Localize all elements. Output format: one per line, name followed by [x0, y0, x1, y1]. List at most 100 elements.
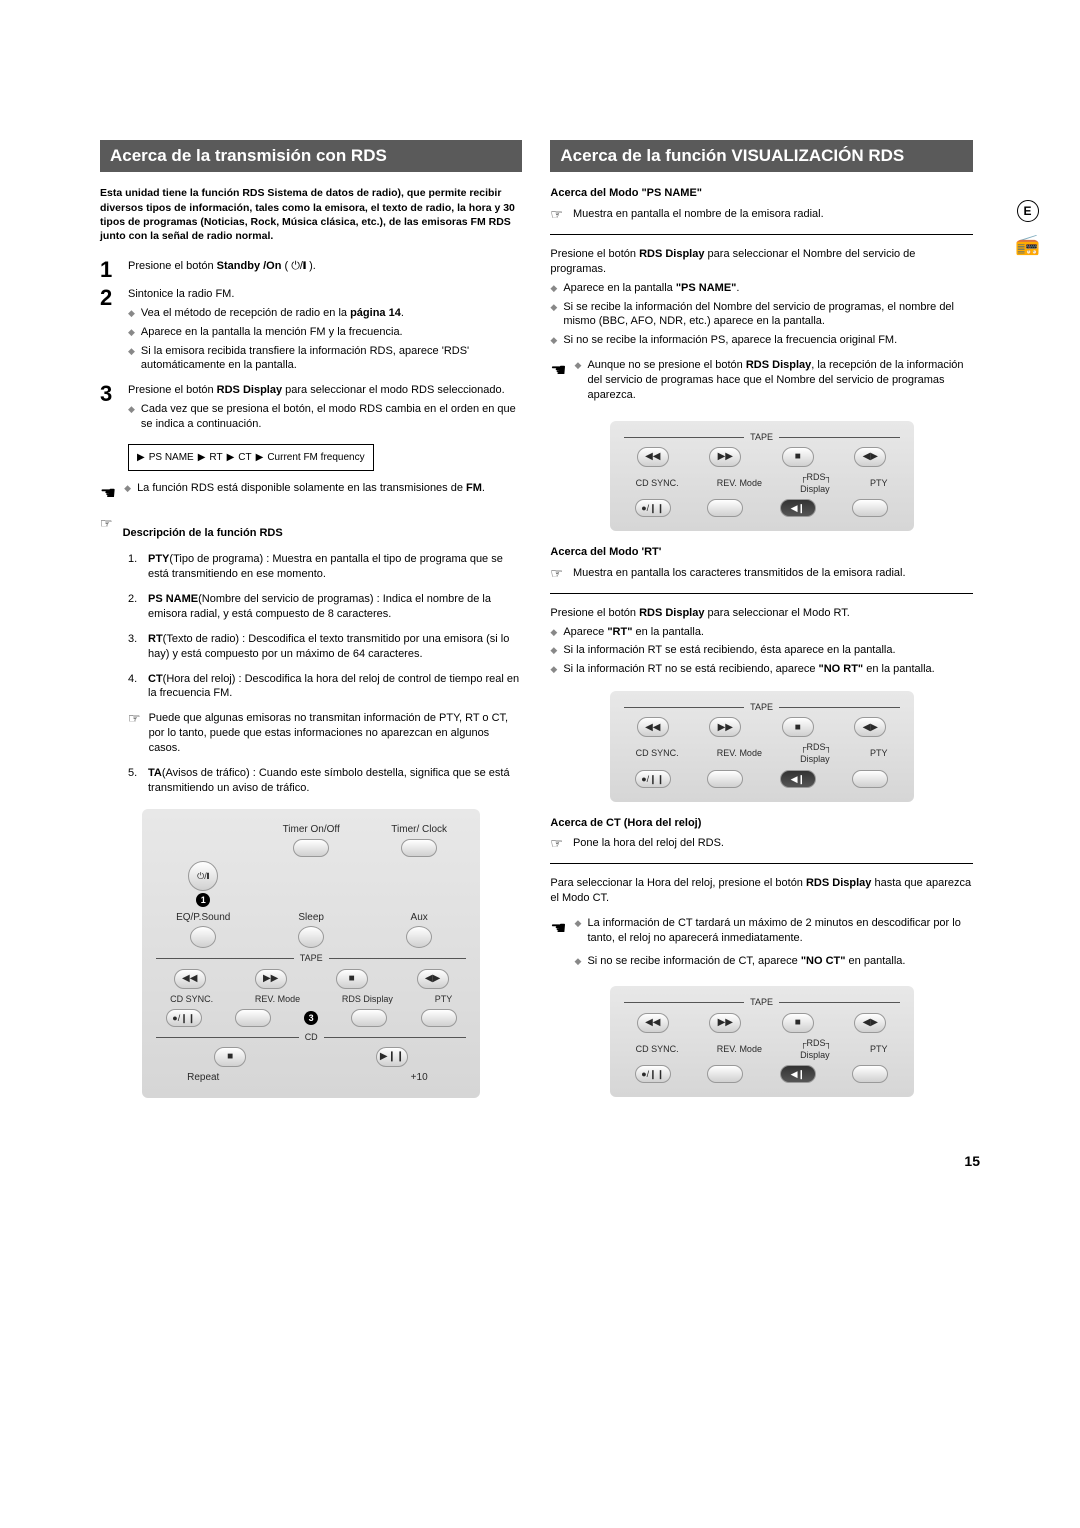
ct-press: Para seleccionar la Hora del reloj, pres…: [550, 876, 972, 906]
step-3: 3 Presione el botón RDS Display para sel…: [100, 383, 522, 436]
hand-icon: ☞: [128, 711, 141, 756]
label-tape: TAPE: [300, 952, 323, 964]
diamond-icon: ◆: [124, 481, 131, 501]
diamond-icon: ◆: [128, 344, 135, 374]
ps-header: Acerca del Modo "PS NAME": [550, 186, 972, 201]
radio-icon: 📻: [1015, 232, 1040, 259]
rt-b3: Si la información RT no se está recibien…: [563, 662, 934, 677]
panel-pty: PTY: [870, 477, 888, 489]
desc-4: CT(Hora del reloj) : Descodifica la hora…: [148, 672, 522, 702]
diamond-icon: ◆: [550, 662, 557, 677]
step-2-b2: Aparece en la pantalla la mención FM y l…: [141, 325, 403, 340]
ps-press: Presione el botón RDS Display para selec…: [550, 247, 972, 277]
label-eq: EQ/P.Sound: [176, 911, 230, 925]
label-plus10: +10: [411, 1071, 428, 1085]
hand-icon: ☞: [100, 516, 113, 547]
diamond-icon: ◆: [550, 643, 557, 658]
right-column: Acerca de la función VISUALIZACIÓN RDS A…: [550, 140, 972, 1112]
step-2: 2 Sintonice la radio FM. ◆Vea el método …: [100, 287, 522, 377]
step-3-text: Presione el botón RDS Display para selec…: [128, 384, 505, 396]
label-aux: Aux: [411, 911, 428, 925]
label-timer-clock: Timer/ Clock: [391, 823, 447, 837]
left-title: Acerca de la transmisión con RDS: [100, 140, 522, 172]
diamond-icon: ◆: [128, 325, 135, 340]
flow-psname: PS NAME: [149, 451, 194, 465]
diamond-icon: ◆: [550, 300, 557, 330]
left-intro: Esta unidad tiene la función RDS Sistema…: [100, 186, 522, 243]
right-title: Acerca de la función VISUALIZACIÓN RDS: [550, 140, 972, 172]
diamond-icon: ◆: [550, 625, 557, 640]
label-mode: Mode: [278, 994, 301, 1004]
label-cdsync: CD SYNC.: [170, 993, 213, 1005]
left-note: ☚ ◆ La función RDS está disponible solame…: [100, 481, 522, 505]
step-1: 1 Presione el botón Standby /On ( ⏻/❙ ).: [100, 259, 522, 281]
step-2-number: 2: [100, 287, 118, 377]
hand-icon: ☞: [550, 836, 563, 851]
desc-2: PS NAME(Nombre del servicio de programas…: [148, 592, 522, 622]
panel-mode: Mode: [739, 478, 762, 488]
diamond-icon: ◆: [575, 954, 582, 969]
rds-flow-box: ▶PS NAME ▶RT ▶CT ▶Current FM frequency: [128, 444, 374, 472]
pointer-icon: ☚: [550, 916, 566, 973]
page-number: 15: [100, 1152, 980, 1171]
diamond-icon: ◆: [550, 333, 557, 348]
rt-b1: Aparece "RT" en la pantalla.: [563, 625, 704, 640]
label-rev: REV.: [255, 994, 275, 1004]
step-2-b3: Si la emisora recibida transfiere la inf…: [141, 344, 522, 374]
ps-note: Aunque no se presione el botón RDS Displ…: [587, 358, 972, 403]
tape-panel-ps: TAPE ◀◀▶▶■◀▶ CD SYNC. REV. Mode ┌RDS┐Dis…: [610, 421, 914, 531]
desc-header: Descripción de la función RDS: [123, 526, 283, 541]
desc-5: TA(Avisos de tráfico) : Cuando este símb…: [148, 766, 522, 796]
step-2-text: Sintonice la radio FM.: [128, 288, 234, 300]
label-pty: PTY: [435, 993, 453, 1005]
remote-illustration: Timer On/Off Timer/ Clock ⏻/❙1 EQ/P.Soun…: [142, 809, 480, 1098]
pointer-icon: ☚: [100, 481, 116, 505]
label-repeat: Repeat: [187, 1071, 219, 1085]
diamond-icon: ◆: [550, 281, 557, 296]
hand-icon: ☞: [550, 566, 563, 581]
step-1-text: Presione el botón Standby /On ( ⏻/❙ ).: [128, 260, 316, 272]
panel-tape: TAPE: [750, 431, 773, 443]
label-sleep: Sleep: [298, 911, 324, 925]
flow-ct: CT: [238, 451, 251, 465]
step-3-b1: Cada vez que se presiona el botón, el mo…: [141, 402, 522, 432]
step-1-number: 1: [100, 259, 118, 281]
desc-1: PTY(Tipo de programa) : Muestra en panta…: [148, 552, 522, 582]
ct-desc: Pone la hora del reloj del RDS.: [573, 836, 724, 851]
step-3-number: 3: [100, 383, 118, 436]
rt-b2: Si la información RT se está recibiendo,…: [563, 643, 895, 658]
hand-icon: ☞: [550, 207, 563, 222]
ct-header: Acerca de CT (Hora del reloj): [550, 816, 972, 831]
rt-press: Presione el botón RDS Display para selec…: [550, 606, 972, 621]
diamond-icon: ◆: [575, 358, 582, 403]
label-display: Display: [363, 994, 393, 1004]
tape-panel-rt: TAPE ◀◀▶▶■◀▶ CD SYNC. REV. Mode ┌RDS┐Dis…: [610, 691, 914, 801]
tape-panel-ct: TAPE ◀◀▶▶■◀▶ CD SYNC. REV. Mode ┌RDS┐Dis…: [610, 986, 914, 1096]
ct-note1: La información de CT tardará un máximo d…: [587, 916, 972, 946]
desc-3: RT(Texto de radio) : Descodifica el text…: [148, 632, 522, 662]
language-e-icon: E: [1017, 200, 1039, 222]
flow-fm: Current FM frequency: [267, 451, 364, 465]
diamond-icon: ◆: [128, 306, 135, 321]
desc-4-note: Puede que algunas emisoras no transmitan…: [149, 711, 523, 756]
left-note-text: La función RDS está disponible solamente…: [137, 481, 485, 501]
ps-b3: Si no se recibe la información PS, apare…: [563, 333, 897, 348]
diamond-icon: ◆: [575, 916, 582, 946]
flow-rt: RT: [209, 451, 222, 465]
panel-rev: REV.: [717, 478, 737, 488]
ct-note2: Si no se recibe información de CT, apare…: [587, 954, 905, 969]
panel-display: Display: [800, 484, 830, 494]
pointer-icon: ☚: [550, 358, 566, 407]
ps-desc: Muestra en pantalla el nombre de la emis…: [573, 207, 824, 222]
label-timer-onoff: Timer On/Off: [283, 823, 340, 837]
panel-rds: RDS: [806, 472, 825, 482]
left-column: Acerca de la transmisión con RDS Esta un…: [100, 140, 522, 1112]
ps-b1: Aparece en la pantalla "PS NAME".: [563, 281, 739, 296]
ps-b2: Si se recibe la información del Nombre d…: [563, 300, 972, 330]
label-cd: CD: [305, 1031, 318, 1043]
diamond-icon: ◆: [128, 402, 135, 432]
panel-cdsync: CD SYNC.: [636, 477, 679, 489]
side-icons: E 📻: [1015, 200, 1040, 259]
rt-header: Acerca del Modo 'RT': [550, 545, 972, 560]
label-rds: RDS: [342, 994, 361, 1004]
